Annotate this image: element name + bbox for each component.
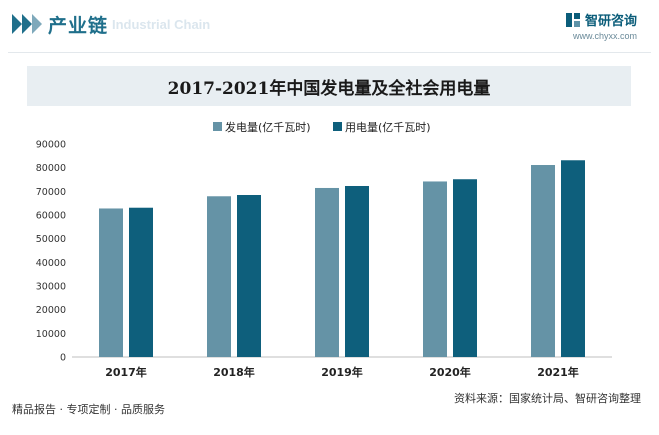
y-tick-label: 50000 (36, 234, 66, 245)
legend-swatch (213, 122, 222, 131)
x-tick-label: 2017年 (105, 365, 147, 379)
y-tick-label: 40000 (36, 258, 66, 269)
y-tick-label: 80000 (36, 163, 66, 174)
bar-generation (423, 181, 447, 357)
bar-generation (207, 196, 231, 357)
legend-label: 发电量(亿千瓦时) (225, 120, 311, 134)
y-tick-label: 60000 (36, 211, 66, 222)
footer-slogan: 精品报告 · 专项定制 · 品质服务 (12, 403, 165, 416)
section-ghost-text: Industrial Chain (112, 17, 211, 32)
y-tick-label: 30000 (36, 282, 66, 293)
brand-logo-icon (565, 12, 580, 27)
brand-block: 智研咨询 www.chyxx.com (565, 10, 637, 41)
section-marker-icon (12, 14, 42, 34)
y-tick-label: 20000 (36, 305, 66, 316)
y-tick-label: 10000 (36, 329, 66, 340)
bar-consumption (237, 195, 261, 357)
bar-consumption (129, 207, 153, 357)
section-title: 产业链 (48, 15, 109, 37)
bar-consumption (345, 185, 369, 357)
x-tick-label: 2021年 (537, 365, 579, 379)
y-tick-label: 0 (60, 353, 66, 364)
brand-url: www.chyxx.com (572, 31, 637, 41)
header-divider (8, 52, 651, 53)
brand-name: 智研咨询 (584, 14, 637, 29)
x-tick-label: 2020年 (429, 365, 471, 379)
x-tick-label: 2018年 (213, 365, 255, 379)
chart-title-box: 2017-2021年中国发电量及全社会用电量 (27, 66, 631, 106)
legend-swatch (333, 122, 342, 131)
y-tick-label: 70000 (36, 187, 66, 198)
y-tick-label: 90000 (36, 140, 66, 151)
legend-label: 用电量(亿千瓦时) (345, 121, 431, 134)
bar-consumption (453, 179, 477, 357)
header-bar: 产业链 Industrial Chain 智研咨询 www.chyxx.com (0, 0, 659, 48)
bar-generation (99, 208, 123, 357)
bar-generation (315, 187, 339, 357)
x-tick-label: 2019年 (321, 365, 363, 379)
chart-title: 2017-2021年中国发电量及全社会用电量 (167, 78, 491, 99)
bar-consumption (561, 160, 585, 357)
data-source: 资料来源：国家统计局、智研咨询整理 (454, 392, 641, 405)
bar-generation (531, 165, 555, 357)
